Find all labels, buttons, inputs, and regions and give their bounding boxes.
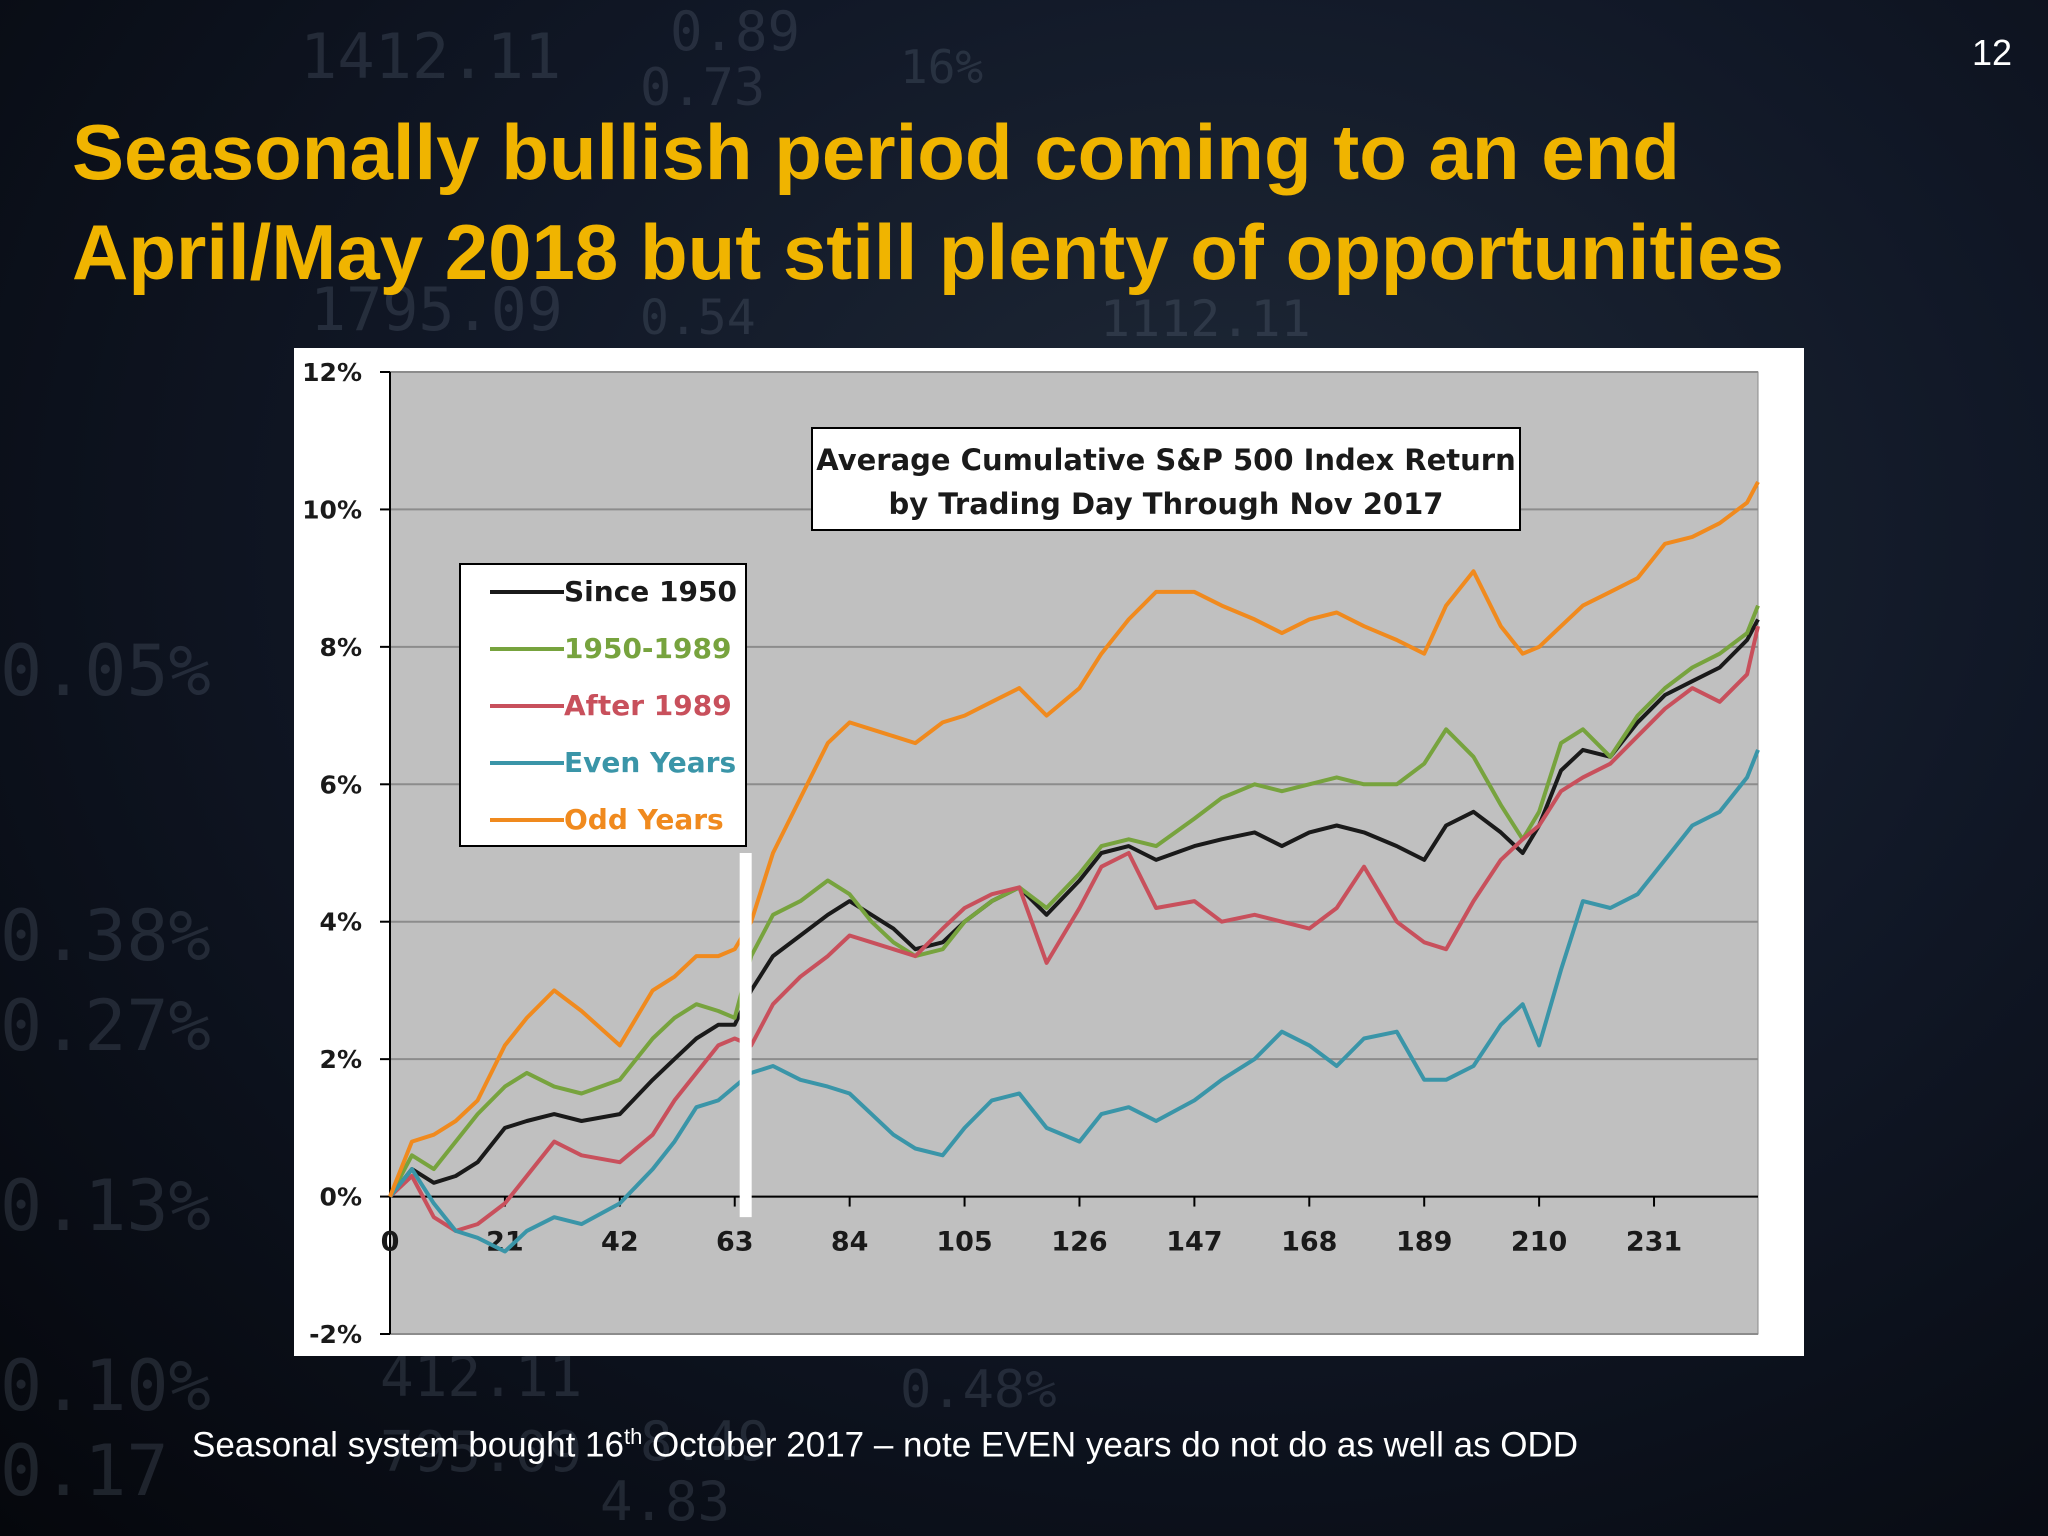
background-digit: 4.83 [600, 1470, 731, 1533]
y-tick-label: 8% [320, 633, 362, 662]
background-digit: 0.27% [0, 985, 211, 1067]
legend-label: Even Years [564, 746, 736, 779]
x-tick-label: 168 [1281, 1227, 1337, 1258]
background-digit: 0.48% [900, 1360, 1057, 1420]
series-line-even-years [388, 749, 1760, 1254]
background-digit: 0.38% [0, 895, 211, 977]
chart-title-box: Average Cumulative S&P 500 Index Return … [811, 427, 1521, 531]
caption-text-end: October 2017 – note EVEN years do not do… [642, 1425, 1579, 1465]
x-tick-label: 210 [1511, 1227, 1567, 1258]
slide-title-line-2: April/May 2018 but still plenty of oppor… [72, 208, 1784, 296]
legend-label: 1950-1989 [564, 632, 731, 665]
chart-title-line-1: Average Cumulative S&P 500 Index Return [816, 443, 1515, 477]
chart-panel: -2% 0% 2% 4% 6% 8% 10% 12% 0 21 42 63 84 105 126 147 16… [294, 348, 1804, 1356]
x-tick-label: 147 [1166, 1227, 1222, 1258]
caption-text-start: Seasonal system bought 16 [192, 1425, 624, 1465]
background-digit: 0.17 [0, 1430, 169, 1512]
caption-ordinal-suffix: th [623, 1424, 643, 1449]
x-tick-label: 84 [831, 1227, 869, 1258]
slide-title-line-1: Seasonally bullish period coming to an e… [72, 108, 1680, 196]
y-tick-label: -2% [309, 1320, 362, 1349]
slide-title: Seasonally bullish period coming to an e… [72, 102, 1972, 302]
series-line-after-1989 [388, 625, 1760, 1233]
y-tick-label: 6% [320, 770, 362, 799]
legend-item-since-1950: Since 1950 [490, 575, 737, 608]
slide-number: 12 [1971, 32, 2012, 73]
legend: Since 1950 1950-1989 After 1989 Even Yea… [459, 563, 747, 847]
y-tick-label: 10% [302, 495, 362, 524]
slide-caption: Seasonal system bought 16th October 2017… [192, 1424, 1992, 1466]
background-digit: 0.05% [0, 630, 211, 712]
background-digit: 0.10% [0, 1345, 211, 1427]
legend-item-even-years: Even Years [490, 746, 736, 779]
y-tick-label: 0% [320, 1183, 362, 1212]
background-digit: 0.13% [0, 1165, 211, 1247]
legend-label: Odd Years [564, 803, 724, 836]
plot-area [389, 371, 1759, 1335]
chart-title-line-2: by Trading Day Through Nov 2017 [889, 487, 1444, 521]
legend-item-1950-1989: 1950-1989 [490, 632, 731, 665]
background-digit: 16% [900, 40, 984, 94]
background-digit: 0.89 [670, 0, 801, 63]
x-tick-label: 63 [716, 1227, 754, 1258]
y-tick-label: 2% [320, 1045, 362, 1074]
legend-label: Since 1950 [564, 575, 737, 608]
x-tick-label: 0 [381, 1227, 400, 1258]
series-line-odd-years [388, 480, 1760, 1198]
y-tick-label: 12% [302, 358, 362, 387]
y-tick-label: 4% [320, 908, 362, 937]
legend-item-after-1989: After 1989 [490, 689, 732, 722]
x-tick-label: 126 [1051, 1227, 1107, 1258]
series-line-1950-1989 [388, 604, 1760, 1198]
line-chart: -2%0%2%4%6%8%10%12% 0 21 42 63 84 105 126 147 16… [302, 358, 1760, 1349]
legend-label: After 1989 [564, 689, 732, 722]
x-tick-label: 105 [936, 1227, 992, 1258]
x-tick-label: 42 [601, 1227, 639, 1258]
legend-item-odd-years: Odd Years [490, 803, 724, 836]
x-tick-label: 189 [1396, 1227, 1452, 1258]
x-tick-label: 231 [1626, 1227, 1682, 1258]
background-digit: 1412.11 [300, 20, 562, 93]
